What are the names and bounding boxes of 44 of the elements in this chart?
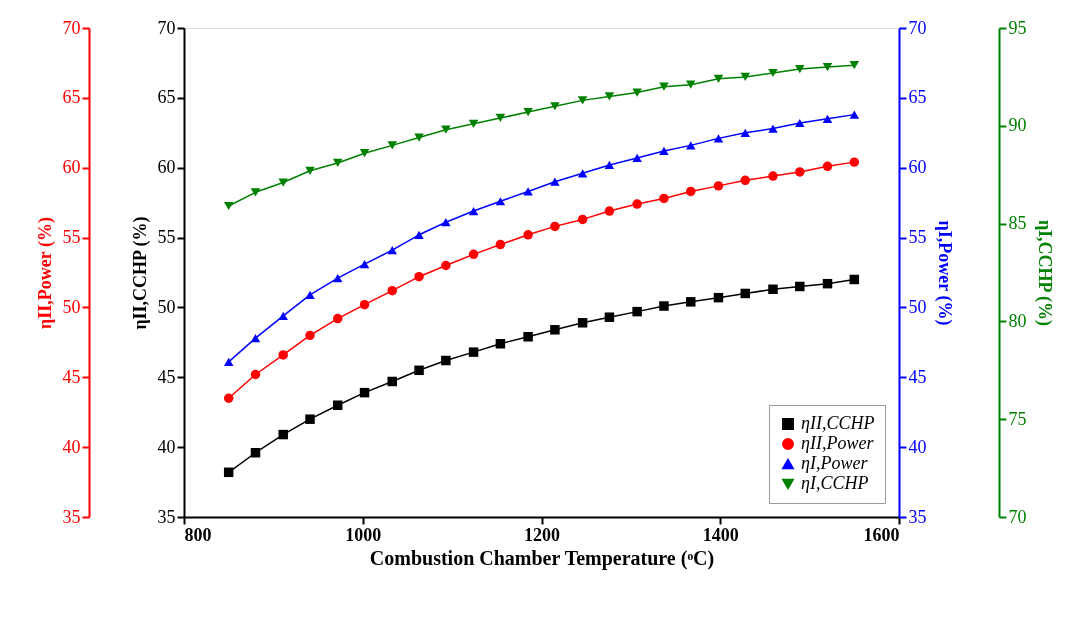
text: 55 xyxy=(62,227,81,248)
y3-tick-label: 75 xyxy=(1008,408,1027,429)
text: 45 xyxy=(62,366,81,387)
x-tick-label: 1400 xyxy=(702,524,739,545)
y-tick-label: 60 xyxy=(157,157,176,178)
legend-label: ηI,Power xyxy=(801,453,869,473)
y2-tick-label: 50 xyxy=(908,296,927,317)
y2-tick-label: 65 xyxy=(908,87,927,108)
y-tick-label: 50 xyxy=(157,296,176,317)
y2-tick-label: 60 xyxy=(908,157,927,178)
y-tick-label: 35 xyxy=(157,506,176,527)
y3-tick-label: 70 xyxy=(1008,506,1027,527)
y2-tick-label: 55 xyxy=(908,227,927,248)
y3-tick-label: 90 xyxy=(1008,115,1027,136)
y2-tick-label: 70 xyxy=(908,17,927,38)
x-tick-label: 800 xyxy=(184,524,212,545)
text: 60 xyxy=(62,157,81,178)
y-tick-label: 65 xyxy=(157,87,176,108)
text: 50 xyxy=(62,296,81,317)
x-tick-label: 1000 xyxy=(345,524,382,545)
y3-tick-label: 80 xyxy=(1008,310,1027,331)
y2-tick-label: 35 xyxy=(908,506,927,527)
y-tick-label: 70 xyxy=(157,17,176,38)
text: 65 xyxy=(62,87,81,108)
text: 70 xyxy=(62,17,81,38)
legend-label: ηII,Power xyxy=(801,433,875,453)
y2-axis-title: ηI,Power (%) xyxy=(933,220,955,326)
legend-label: ηII,CCHP xyxy=(801,413,875,433)
y2-tick-label: 40 xyxy=(908,436,927,457)
y3-tick-label: 95 xyxy=(1008,17,1027,38)
y-tick-label: 55 xyxy=(157,227,176,248)
y-axis-title: ηII,CCHP (%) xyxy=(129,216,151,330)
x-axis-title: Combustion Chamber Temperature (ᵒC) xyxy=(369,546,715,570)
text: 35 xyxy=(62,506,81,527)
x-tick-label: 1600 xyxy=(863,524,900,545)
text: 40 xyxy=(62,436,81,457)
y3-tick-label: 85 xyxy=(1008,213,1027,234)
legend-label: ηI,CCHP xyxy=(801,473,869,493)
y-tick-label: 40 xyxy=(157,436,176,457)
y3-axis-title: ηI,CCHP (%) xyxy=(1033,219,1055,327)
x-tick-label: 1200 xyxy=(524,524,560,545)
y-tick-label: 45 xyxy=(157,366,176,387)
text: ηII,Power (%) xyxy=(34,217,56,329)
y2-tick-label: 45 xyxy=(908,366,927,387)
